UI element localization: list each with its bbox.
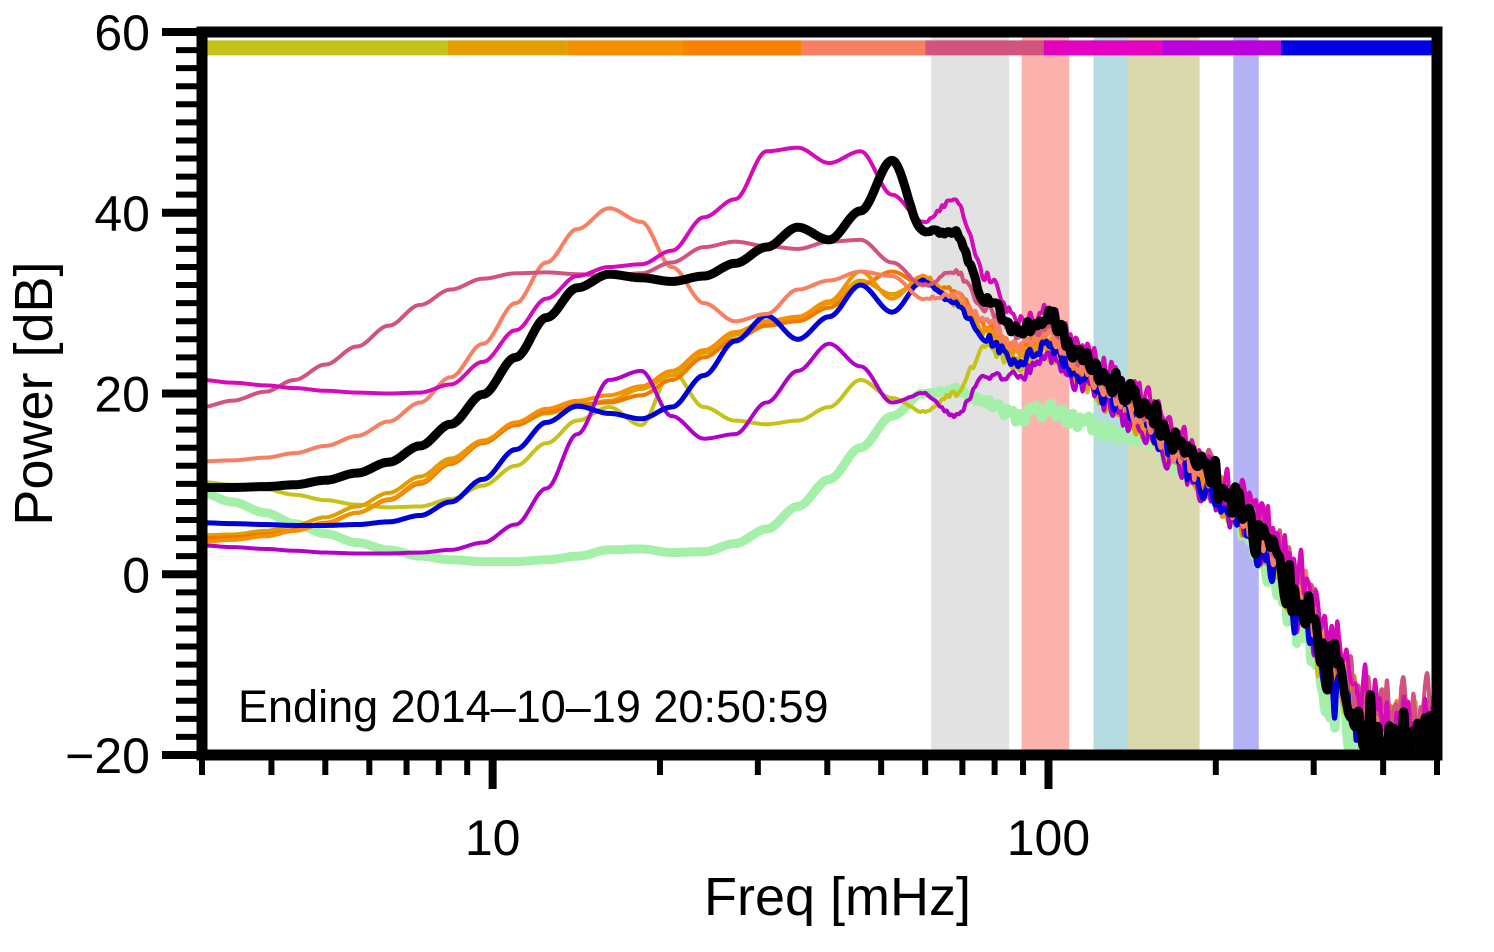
x-axis-label: Freq [mHz]	[704, 867, 971, 927]
ytick-label--20: −20	[65, 728, 150, 784]
band-pink	[1021, 34, 1070, 755]
xtick-label-100: 100	[1007, 810, 1090, 866]
ytick-label-60: 60	[94, 5, 150, 61]
seg-magenta	[1043, 40, 1162, 56]
ytick-label-20: 20	[94, 367, 150, 423]
series-mean	[202, 155, 1437, 755]
ytick-label-40: 40	[94, 186, 150, 242]
seg-rose	[925, 40, 1044, 56]
ytick-label-0: 0	[122, 547, 150, 603]
xtick-label-10: 10	[465, 810, 521, 866]
seg-orange	[566, 40, 683, 56]
annotation-text: Ending 2014–10–19 20:50:59	[238, 681, 829, 732]
seg-orange-dk	[682, 40, 802, 56]
seg-blue	[1280, 40, 1437, 56]
seg-goldenrod	[447, 40, 567, 56]
seg-purple	[1161, 40, 1281, 56]
series-layer	[202, 145, 1437, 755]
seg-olive	[202, 40, 448, 56]
seg-salmon	[801, 40, 926, 56]
band-periwinkle	[1233, 34, 1259, 755]
y-axis-label: Power [dB]	[4, 261, 64, 525]
